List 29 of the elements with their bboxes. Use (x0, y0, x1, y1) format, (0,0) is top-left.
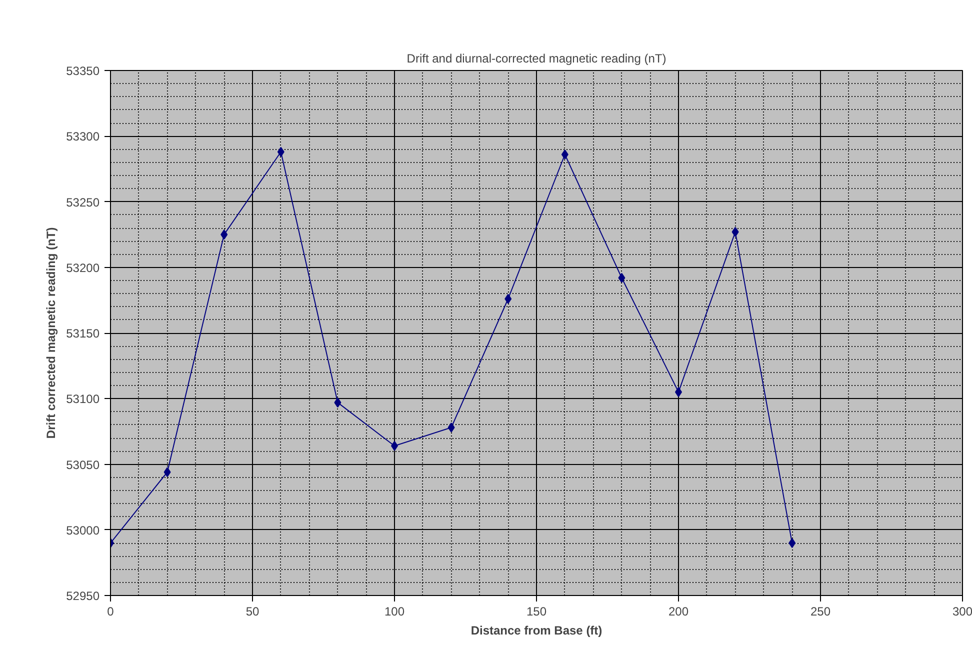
y-tick-label: 53000 (66, 523, 100, 538)
y-tick-label: 52950 (66, 589, 100, 603)
x-tick-label: 300 (952, 604, 972, 618)
point (164, 467, 171, 478)
x-tick-label: 100 (384, 604, 405, 618)
x-tick-label: 150 (526, 604, 547, 618)
x-tick-label: 250 (810, 604, 831, 618)
point (220, 230, 228, 240)
y-tick-label: 53150 (66, 326, 100, 340)
point (277, 146, 284, 157)
y-tick-label: 53250 (66, 195, 100, 210)
x-tick-label: 0 (107, 604, 114, 618)
x-tick-label: 50 (246, 604, 260, 618)
point (561, 150, 568, 160)
y-tick-label: 53100 (66, 392, 100, 406)
x-tick-label: 200 (668, 604, 689, 618)
chart-title: Drift and diurnal-corrected magnetic reading (nT) (406, 52, 666, 66)
point (618, 272, 626, 283)
point (788, 538, 796, 548)
point (732, 226, 739, 237)
y-tick-label: 53050 (66, 458, 100, 472)
y-tick-label: 53300 (66, 130, 100, 144)
point (504, 294, 512, 304)
y-tick-label: 53200 (66, 260, 100, 275)
x-axis-title: Distance from Base (ft) (470, 624, 602, 638)
y-axis-title: Drift corrected magnetic reading (nT) (44, 227, 58, 439)
point (448, 422, 455, 432)
y-tick-label: 53350 (66, 64, 100, 78)
point (334, 398, 342, 408)
